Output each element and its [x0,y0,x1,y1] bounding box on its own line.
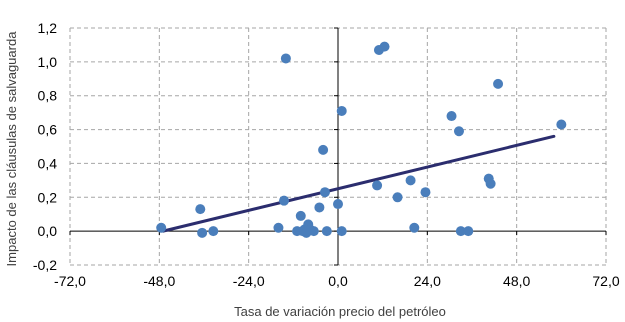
data-point [405,175,416,186]
data-point [420,187,431,198]
data-point [379,41,390,52]
data-point [279,195,290,206]
data-point [336,226,347,237]
y-tick-label: 1,0 [38,54,58,70]
y-tick-label: 0,0 [38,223,58,239]
y-tick-label: -0,2 [33,257,57,273]
data-point [333,199,343,210]
data-point [493,78,504,89]
x-tick-label: 48,0 [503,273,530,289]
y-axis-title: Impacto de las cláusulas de salvaguarda [4,31,19,267]
data-point [446,111,457,122]
data-points [156,41,567,238]
data-point [208,226,219,237]
x-tick-label: -72,0 [54,273,86,289]
data-point [463,226,474,237]
data-point [156,222,167,233]
data-point [485,178,496,189]
x-tick-label: -48,0 [143,273,175,289]
data-point [273,222,284,233]
trendline [161,134,556,233]
data-point [197,227,208,238]
data-point [321,226,332,237]
x-tick-label: 0,0 [328,273,348,289]
data-point [453,126,464,137]
y-tick-label: 0,8 [38,88,58,104]
data-point [195,204,206,215]
data-point [295,210,306,221]
data-point [319,187,330,198]
y-tick-labels: -0,2 0,0 0,2 0,4 0,6 0,8 1,0 1,2 [33,20,57,273]
y-tick-label: 0,2 [38,189,58,205]
data-point [336,105,347,116]
y-tick-label: 0,6 [38,122,58,138]
data-point [308,226,319,237]
data-point [455,226,466,237]
y-tick-label: 0,4 [38,155,58,171]
y-tick-label: 1,2 [38,20,58,36]
x-axis-title: Tasa de variación precio del petróleo [234,304,446,319]
data-point [556,119,567,130]
x-tick-label: 72,0 [592,273,619,289]
data-point [409,222,420,233]
x-tick-label: -24,0 [233,273,265,289]
data-point [280,53,291,64]
data-point [314,202,325,213]
data-point [372,180,383,191]
data-point [318,144,329,155]
x-tick-labels: -72,0 -48,0 -24,0 0,0 24,0 48,0 72,0 [54,273,620,289]
data-point [392,192,403,203]
x-tick-label: 24,0 [414,273,441,289]
trendline-layer [161,134,556,233]
